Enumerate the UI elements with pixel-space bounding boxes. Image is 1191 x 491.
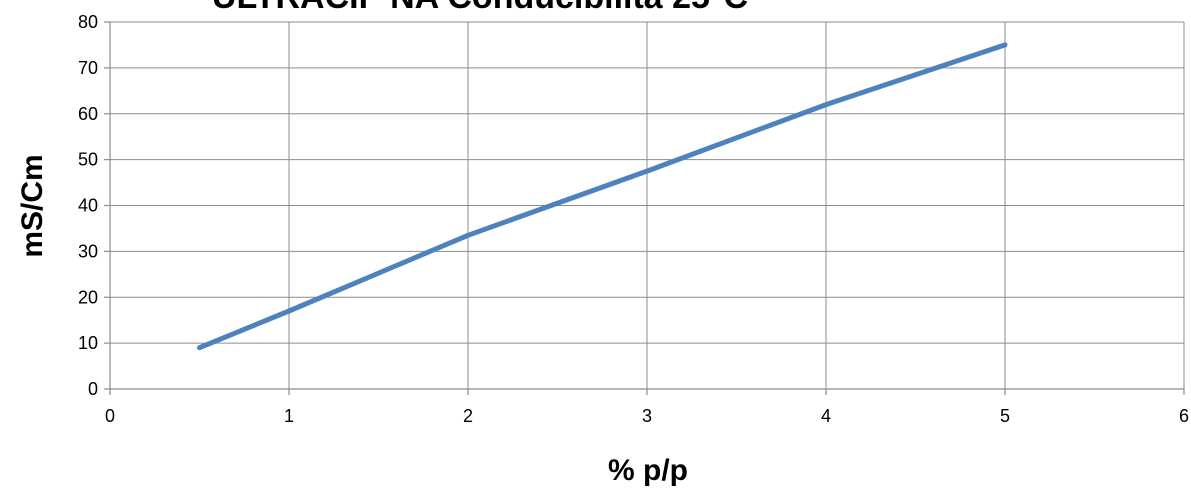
- y-tick-label: 80: [78, 12, 98, 32]
- x-tick-label: 6: [1179, 406, 1189, 426]
- y-tick-label: 60: [78, 104, 98, 124]
- y-tick-label: 40: [78, 196, 98, 216]
- x-tick-label: 3: [642, 406, 652, 426]
- chart-title: ULTRACIP NA Conducibilità 25°C: [212, 0, 748, 16]
- x-tick-label: 0: [105, 406, 115, 426]
- x-tick-label: 1: [284, 406, 294, 426]
- y-tick-label: 30: [78, 241, 98, 261]
- y-axis-title: mS/Cm: [16, 154, 49, 257]
- chart-series: [197, 42, 1008, 351]
- y-tick-label: 50: [78, 150, 98, 170]
- x-axis-title: % p/p: [608, 454, 688, 487]
- y-tick-label: 70: [78, 58, 98, 78]
- x-tick-label: 2: [463, 406, 473, 426]
- y-tick-label: 10: [78, 333, 98, 353]
- chart-axes: [104, 21, 1185, 395]
- chart-grid: [110, 21, 1185, 389]
- x-tick-label: 4: [821, 406, 831, 426]
- chart-ticks: 0 10 20 30 40 50 60 70 80 0 1 2 3 4 5 6: [78, 12, 1189, 426]
- x-tick-label: 5: [1000, 406, 1010, 426]
- y-tick-label: 0: [88, 379, 98, 399]
- y-tick-label: 20: [78, 287, 98, 307]
- series-line: [197, 42, 1008, 351]
